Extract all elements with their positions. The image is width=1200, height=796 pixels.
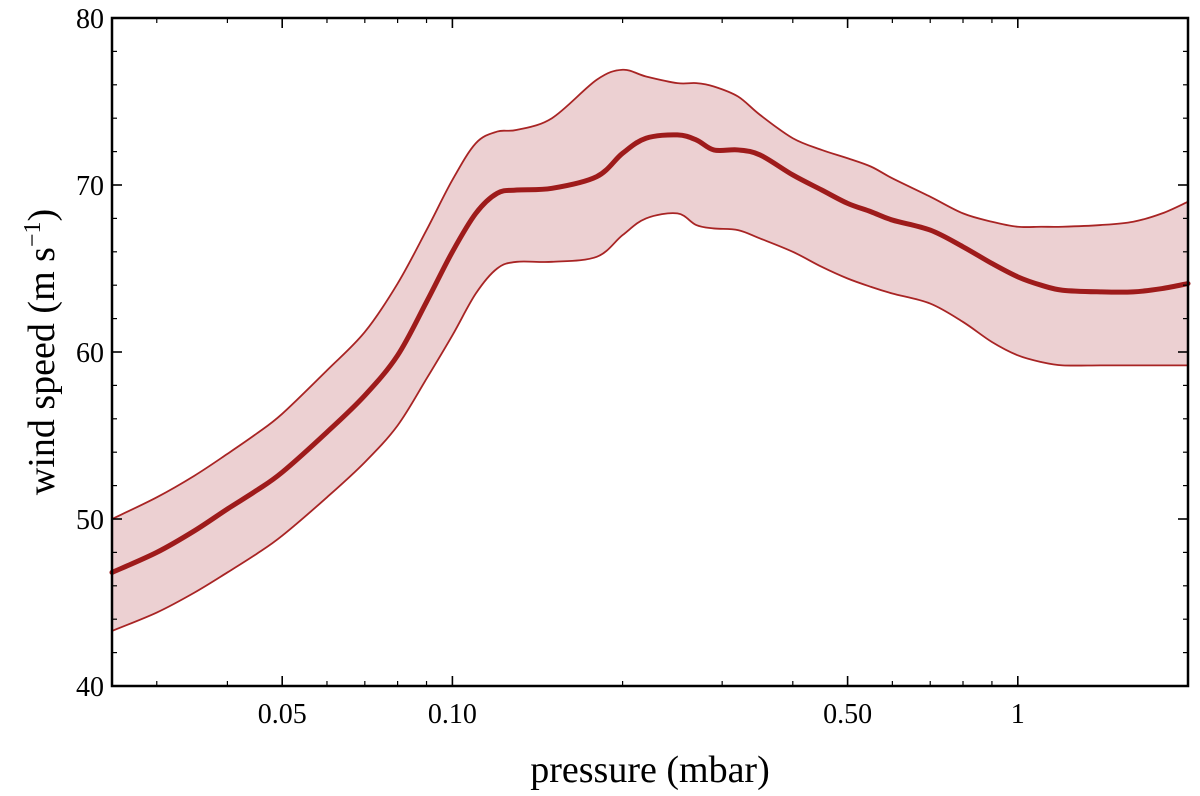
y-tick-label: 60 bbox=[76, 338, 104, 369]
y-tick-label: 80 bbox=[76, 4, 104, 35]
plot-frame bbox=[110, 16, 1190, 688]
mean-wind-speed-line bbox=[109, 132, 1191, 575]
y-axis-title-main: wind speed (m s bbox=[21, 247, 63, 495]
y-tick-label: 40 bbox=[76, 672, 104, 703]
x-tick-label: 1 bbox=[1011, 699, 1025, 730]
y-tick-label: 70 bbox=[76, 171, 104, 202]
lower-bound-line bbox=[111, 212, 1188, 632]
y-axis-title-superscript: −1 bbox=[20, 222, 46, 248]
uncertainty-band-layer bbox=[111, 68, 1189, 632]
x-tick-label: 0.05 bbox=[258, 699, 307, 730]
upper-bound-line bbox=[111, 68, 1189, 520]
x-tick-label: 0.10 bbox=[428, 699, 477, 730]
y-axis-title-close: ) bbox=[21, 209, 63, 222]
y-axis-title: wind speed (m s−1) bbox=[20, 209, 63, 495]
x-tick-label: 0.50 bbox=[823, 699, 872, 730]
mean-line-layer bbox=[109, 132, 1191, 575]
y-tick-label: 50 bbox=[76, 505, 104, 536]
tick-labels-layer: 40 50 60 70 80 0.05 0.10 0.50 1 bbox=[76, 4, 1025, 730]
x-axis-title: pressure (mbar) bbox=[530, 749, 770, 791]
uncertainty-band-fill bbox=[112, 69, 1188, 631]
